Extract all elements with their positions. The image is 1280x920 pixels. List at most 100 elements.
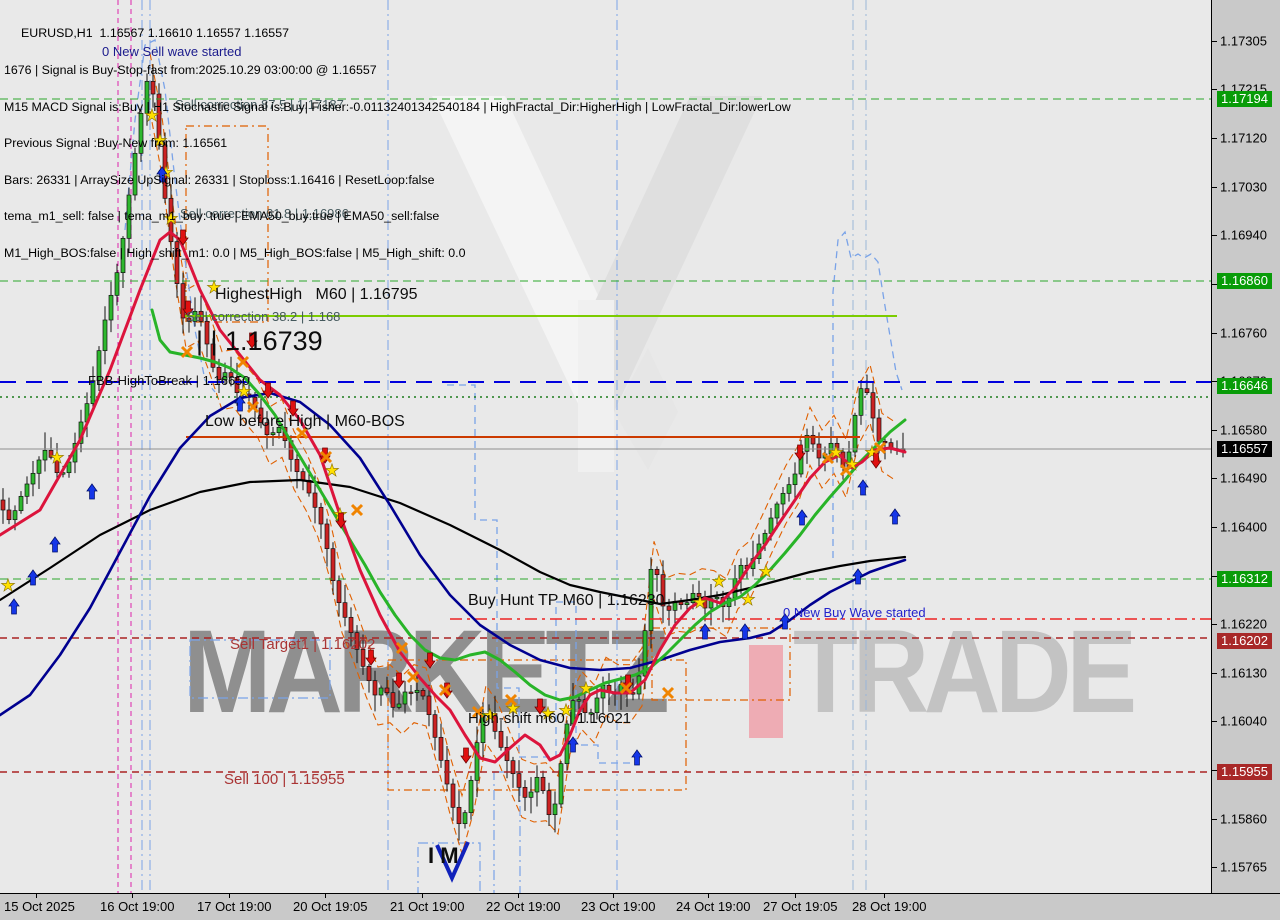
time-tick-mark (795, 894, 796, 898)
star-marker: ★ (49, 448, 64, 468)
price-level-box: 1.16557 (1217, 441, 1272, 457)
price-tick-label: 1.16760 (1220, 325, 1267, 341)
candle (114, 263, 120, 306)
price-chart-canvas[interactable]: ★★★★★★★★★★★★★★★★★★★★★★ (0, 0, 1211, 893)
x-marker (246, 400, 260, 414)
buy-arrow-icon (739, 623, 751, 640)
buy-arrow-icon (852, 568, 864, 585)
candle (870, 381, 876, 433)
candle (294, 449, 300, 489)
candle (336, 575, 342, 617)
buy-arrow-icon (857, 479, 869, 496)
candle (576, 696, 582, 711)
time-tick-mark (884, 894, 885, 898)
candle (378, 685, 384, 706)
candle (204, 316, 210, 358)
x-marker (295, 426, 309, 440)
candle (360, 634, 366, 675)
candle (156, 83, 162, 150)
candle (324, 518, 330, 567)
orange-envelope-line (149, 111, 895, 856)
candle (858, 379, 864, 425)
star-marker: ★ (482, 706, 497, 726)
candle (120, 236, 126, 289)
sell-target1-label: Sell Target1 | 1.16202 (230, 636, 376, 653)
candle (18, 491, 24, 514)
high-shift-label: High-shift m60 | 1.16021 (468, 710, 632, 727)
sell-arrow-icon (182, 300, 194, 317)
candle (102, 306, 108, 365)
candle (486, 704, 492, 721)
price-tick-label: 1.16580 (1220, 422, 1267, 438)
candle (6, 497, 12, 525)
signal-line: 1676 | Signal is Buy-Stop-fast from:2025… (4, 63, 377, 78)
blue-zone-box (417, 842, 481, 893)
big-price-label: | | 1.16739 (196, 326, 323, 356)
price-tick-mark (1212, 867, 1217, 868)
candle (420, 688, 426, 700)
sell-arrow-icon (794, 444, 806, 461)
new-sell-wave-label: 0 New Sell wave started (102, 44, 242, 59)
candle (372, 670, 378, 712)
price-tick-mark (1212, 527, 1217, 528)
candle (138, 108, 144, 162)
orange-envelope (149, 53, 895, 856)
star-marker: ★ (828, 443, 843, 463)
candle (450, 778, 456, 821)
price-tick-label: 1.16220 (1220, 616, 1267, 632)
candle (678, 598, 684, 610)
red-tema-ma (0, 230, 907, 764)
blue-fractal-line (124, 39, 216, 393)
candle (528, 777, 534, 814)
time-axis[interactable]: 15 Oct 2025 16 Oct 19:00 17 Oct 19:00 20 Oc… (0, 893, 1280, 920)
candle (318, 502, 324, 539)
candle (480, 702, 486, 759)
im-marks-label: I M (428, 843, 459, 868)
time-tick-label: 21 Oct 19:00 (390, 899, 465, 914)
candle (804, 428, 810, 464)
price-level-box: 1.16202 (1217, 633, 1272, 649)
highest-high-label: HighestHigh M60 | 1.16795 (215, 286, 418, 303)
x-marker (661, 686, 675, 700)
candle (264, 411, 270, 449)
candle (894, 440, 900, 455)
candle (330, 542, 336, 595)
candle (210, 338, 216, 373)
candle (792, 462, 798, 500)
new-buy-wave-label: 0 New Buy Wave started (783, 605, 926, 620)
x-marker (821, 451, 835, 465)
buy-arrow-icon (889, 508, 901, 525)
candle (498, 720, 504, 751)
price-axis[interactable]: 1.173051.172151.171201.170301.169401.168… (1211, 0, 1280, 893)
x-marker (395, 641, 409, 655)
candle (42, 432, 48, 472)
buy-arrow-icon (234, 395, 246, 412)
candle (228, 356, 234, 387)
buy-arrow-icon (567, 736, 579, 753)
candle (456, 790, 462, 841)
buy-arrow-icon (699, 623, 711, 640)
chart-area[interactable]: MARKETZ TRADE ★★★★★★★★★★★★★★★★★★★★★★ 0 N… (0, 0, 1211, 893)
sell-arrow-icon (287, 400, 299, 417)
price-tick-mark (1212, 576, 1217, 577)
blue-zone-box (493, 771, 521, 893)
price-level-box: 1.16312 (1217, 571, 1272, 587)
price-level-box: 1.16646 (1217, 378, 1272, 394)
candle (780, 486, 786, 519)
candle (126, 187, 132, 253)
price-tick-label: 1.15765 (1220, 859, 1267, 875)
star-marker: ★ (558, 701, 573, 721)
x-marker (471, 705, 485, 719)
candle (402, 681, 408, 714)
star-marker: ★ (578, 679, 593, 699)
candle (660, 560, 666, 623)
price-tick-mark (1212, 430, 1217, 431)
price-tick-mark (1212, 770, 1217, 771)
candle (48, 437, 54, 460)
candle (24, 476, 30, 505)
price-tick-mark (1212, 333, 1217, 334)
candle (390, 678, 396, 718)
price-tick-mark (1212, 673, 1217, 674)
star-marker: ★ (711, 572, 726, 592)
candle (816, 432, 822, 468)
